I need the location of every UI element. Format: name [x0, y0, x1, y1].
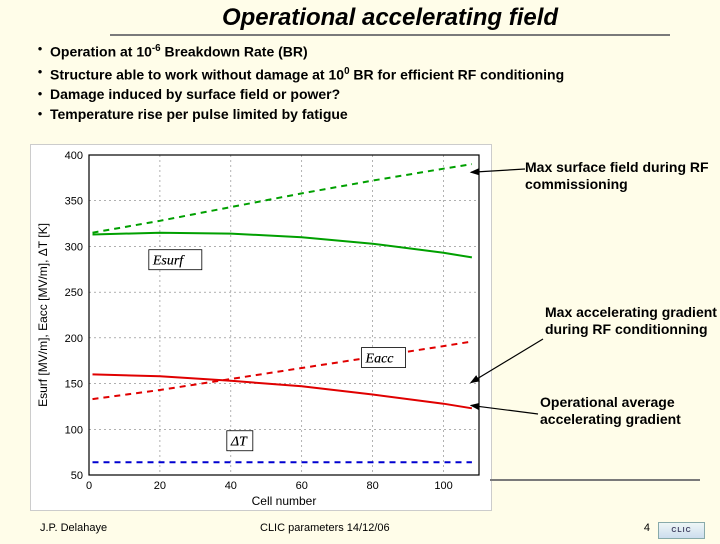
bullet-text: Temperature rise per pulse limited by fa… [50, 105, 348, 123]
svg-text:400: 400 [65, 150, 83, 162]
svg-text:100: 100 [434, 480, 452, 492]
footer-pagenum: 4 [644, 522, 650, 534]
annotation-a1: Max surface field during RF commissionin… [525, 159, 715, 193]
bullet-text: Operation at 10-6 Breakdown Rate (BR) [50, 40, 308, 61]
svg-text:40: 40 [225, 480, 237, 492]
bullet-item: •Temperature rise per pulse limited by f… [30, 105, 690, 123]
svg-text:Esurf: Esurf [152, 254, 185, 269]
bullet-dot-icon: • [30, 105, 50, 123]
footer-title: CLIC parameters 14/12/06 [260, 522, 390, 534]
svg-text:200: 200 [65, 333, 83, 345]
bullet-dot-icon: • [30, 85, 50, 103]
svg-text:60: 60 [296, 480, 308, 492]
annotation-a2: Max accelerating gradient during RF cond… [545, 304, 720, 338]
bullet-text: Structure able to work without damage at… [50, 63, 564, 84]
footer-rule [490, 479, 700, 481]
svg-text:0: 0 [86, 480, 92, 492]
svg-text:100: 100 [65, 424, 83, 436]
footer: J.P. Delahaye CLIC parameters 14/12/06 4 [0, 520, 720, 540]
svg-text:150: 150 [65, 379, 83, 391]
slide-title: Operational accelerating field [110, 4, 670, 36]
annotation-a3: Operational average accelerating gradien… [540, 394, 720, 428]
bullet-item: •Structure able to work without damage a… [30, 63, 690, 84]
chart: 50 100 150 200 250 300 350 400 0 20 40 60 80 100 Esurf… [30, 144, 492, 511]
svg-text:80: 80 [367, 480, 379, 492]
svg-text:300: 300 [65, 241, 83, 253]
bullet-item: •Operation at 10-6 Breakdown Rate (BR) [30, 40, 690, 61]
svg-text:50: 50 [71, 470, 83, 482]
bullet-dot-icon: • [30, 63, 50, 81]
svg-text:Cell number: Cell number [252, 494, 317, 508]
svg-text:250: 250 [65, 287, 83, 299]
svg-text:20: 20 [154, 480, 166, 492]
bullet-list: •Operation at 10-6 Breakdown Rate (BR)•S… [30, 40, 690, 123]
svg-text:ΔT: ΔT [230, 435, 248, 450]
svg-text:350: 350 [65, 196, 83, 208]
svg-text:Esurf [MV/m], Eacc [MV/m], ΔT: Esurf [MV/m], Eacc [MV/m], ΔT [K] [36, 223, 50, 407]
bullet-item: •Damage induced by surface field or powe… [30, 85, 690, 103]
footer-author: J.P. Delahaye [40, 522, 107, 534]
svg-text:Eacc: Eacc [365, 352, 395, 367]
clic-logo-icon: CLIC [658, 522, 705, 539]
bullet-dot-icon: • [30, 40, 50, 58]
bullet-text: Damage induced by surface field or power… [50, 85, 340, 103]
